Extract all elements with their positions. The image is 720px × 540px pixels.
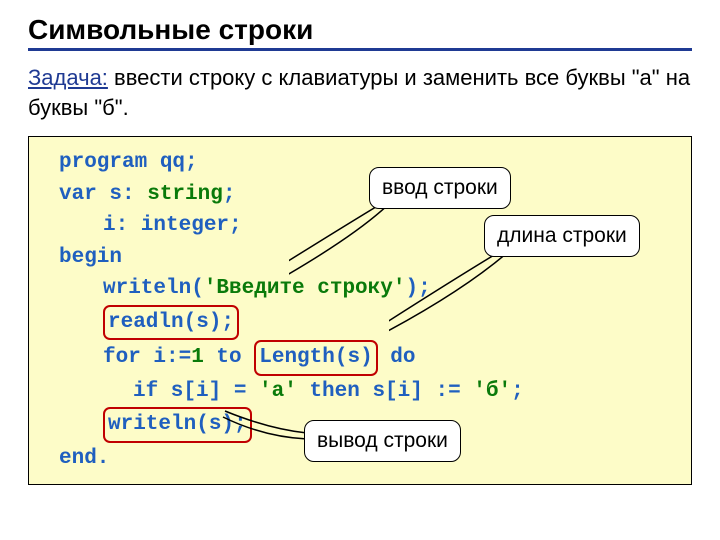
code-text: if s[i] = bbox=[133, 380, 259, 403]
callout-output: вывод строки bbox=[304, 420, 461, 462]
code-line-7: for i:=1 to Length(s) do bbox=[59, 340, 675, 376]
callout-tail-length bbox=[389, 242, 549, 352]
page-title: Символьные строки bbox=[28, 14, 692, 51]
callout-length: длина строки bbox=[484, 215, 640, 257]
code-text: for i:= bbox=[103, 346, 191, 369]
code-line-1: program qq; bbox=[59, 147, 675, 179]
code-line-8: if s[i] = 'a' then s[i] := 'б'; bbox=[59, 376, 675, 408]
task-text: ввести строку с клавиатуры и заменить вс… bbox=[28, 65, 690, 120]
code-number: 1 bbox=[191, 346, 204, 369]
highlight-length: Length(s) bbox=[254, 340, 377, 376]
code-char-b: 'б' bbox=[473, 380, 511, 403]
callout-input: ввод строки bbox=[369, 167, 511, 209]
code-text: then s[i] := bbox=[297, 380, 473, 403]
code-block: program qq; var s: string; i: integer; b… bbox=[28, 136, 692, 485]
task-label: Задача: bbox=[28, 65, 108, 90]
code-text: ; bbox=[511, 380, 524, 403]
code-text: writeln( bbox=[103, 277, 204, 300]
code-text: var s: bbox=[59, 183, 147, 206]
code-char-a: 'a' bbox=[259, 380, 297, 403]
task-description: Задача: ввести строку с клавиатуры и зам… bbox=[28, 63, 692, 122]
code-text: ; bbox=[223, 183, 236, 206]
highlight-readln: readln(s); bbox=[103, 305, 239, 341]
code-keyword-string: string bbox=[147, 183, 223, 206]
code-text: to bbox=[204, 346, 254, 369]
